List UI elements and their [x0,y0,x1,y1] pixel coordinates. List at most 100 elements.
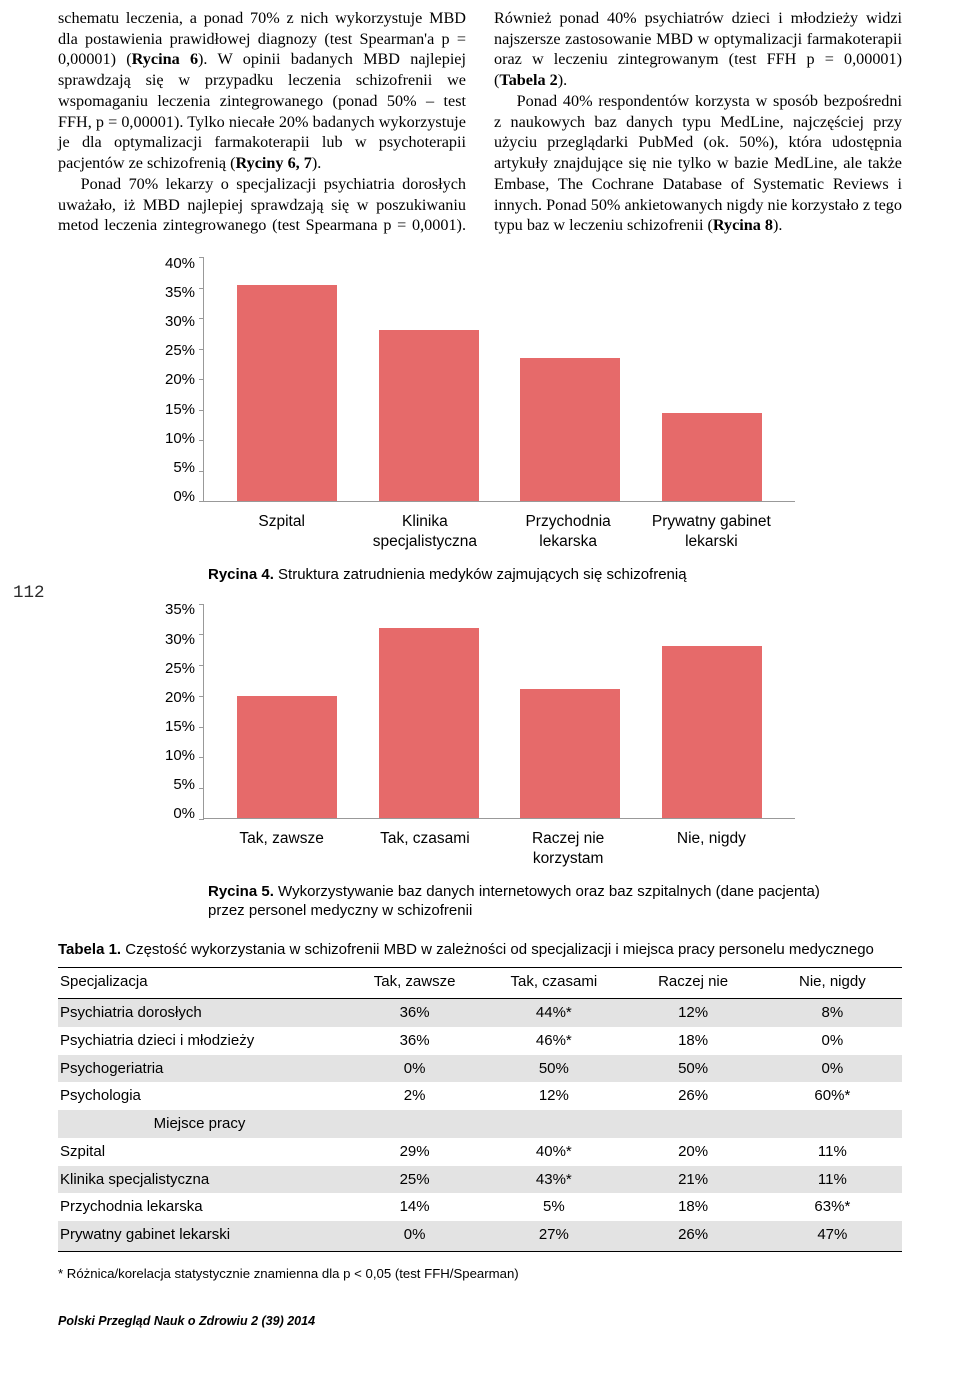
table-cell: 40%* [484,1138,623,1166]
table-cell [484,1110,623,1138]
table-row: Psychiatria dzieci i młodzieży36%46%*18%… [58,1027,902,1055]
paragraph-1: schematu leczenia, a ponad 70% z nich wy… [58,8,466,174]
y-tick-label: 15% [165,717,195,736]
caption-rycina-4: Rycina 4. Struktura zatrudnienia medyków… [208,566,850,585]
data-table: SpecjalizacjaTak, zawszeTak, czasamiRacz… [58,968,902,1251]
table-cell: 20% [623,1138,762,1166]
table-cell: 0% [345,1055,484,1083]
table-cell: 26% [623,1082,762,1110]
y-tick-label: 20% [165,688,195,707]
chart4-x-labels: SzpitalKlinika specjalistycznaPrzychodni… [165,506,795,552]
chart-bar [662,646,762,818]
table-cell: 63%* [763,1193,902,1221]
table-cell: 50% [484,1055,623,1083]
chart5-x-labels: Tak, zawszeTak, czasamiRaczej nie korzys… [165,823,795,869]
table-cell: Psychiatria dzieci i młodzieży [58,1027,345,1055]
y-tick-label: 35% [165,283,195,302]
chart-bar [520,689,620,818]
table-cell: 43%* [484,1166,623,1194]
table-cell: Psychiatria dorosłych [58,999,345,1027]
caption-text: Struktura zatrudnienia medyków zajmujący… [274,566,687,583]
table-cell: 14% [345,1193,484,1221]
table-cell: 46%* [484,1027,623,1055]
table-cell: Szpital [58,1138,345,1166]
table-header-cell: Nie, nigdy [763,968,902,998]
chart4-y-axis: 40%35%30%25%20%15%10%5%0% [165,254,203,506]
table-cell [623,1110,762,1138]
x-tick-label: Raczej nie korzystam [508,829,628,869]
table-header-cell: Raczej nie [623,968,762,998]
chart-rycina-5: 35%30%25%20%15%10%5%0% Tak, zawszeTak, c… [58,604,902,869]
text: ). [773,216,782,234]
table-row: Miejsce pracy [58,1110,902,1138]
body-text: schematu leczenia, a ponad 70% z nich wy… [58,8,902,236]
table-cell: 50% [623,1055,762,1083]
x-tick-label: Szpital [222,512,342,552]
page-number: 112 [13,582,45,604]
x-tick-label: Klinika specjalistyczna [365,512,485,552]
table-cell: 60%* [763,1082,902,1110]
table-cell: 11% [763,1138,902,1166]
chart-bar [237,285,337,502]
table-cell: 21% [623,1166,762,1194]
y-tick-label: 10% [165,429,195,448]
chart-bar [379,330,479,501]
table-cell: 8% [763,999,902,1027]
paragraph-3: Ponad 40% respondentów korzysta w sposób… [494,91,902,236]
caption-text: Częstość wykorzystania w schizofrenii MB… [121,941,874,958]
y-tick-label: 40% [165,254,195,273]
y-tick-label: 10% [165,746,195,765]
y-tick-label: 5% [173,458,195,477]
ref-rycina-8: Rycina 8 [713,216,773,234]
table-cell: Prywatny gabinet lekarski [58,1221,345,1251]
caption-tabela-1: Tabela 1. Częstość wykorzystania w schiz… [58,941,902,960]
table-cell: 27% [484,1221,623,1251]
table-header-cell: Tak, czasami [484,968,623,998]
table-cell: 11% [763,1166,902,1194]
table-cell: 12% [623,999,762,1027]
table-cell: 25% [345,1166,484,1194]
caption-label: Tabela 1. [58,941,121,958]
chart-bar [379,628,479,818]
text: ). [312,154,321,172]
table-row: Prywatny gabinet lekarski0%27%26%47% [58,1221,902,1251]
table-header-cell: Tak, zawsze [345,968,484,998]
table-cell: 5% [484,1193,623,1221]
y-tick-label: 0% [173,487,195,506]
table-cell: Klinika specjalistyczna [58,1166,345,1194]
chart5-y-axis: 35%30%25%20%15%10%5%0% [165,600,203,823]
table-row: Szpital29%40%*20%11% [58,1138,902,1166]
table-cell: 26% [623,1221,762,1251]
x-tick-label: Prywatny gabinet lekarski [651,512,771,552]
chart-bar [237,696,337,819]
table-cell: 44%* [484,999,623,1027]
table-cell: 0% [345,1221,484,1251]
x-tick-label: Tak, zawsze [222,829,342,869]
table-row: Klinika specjalistyczna25%43%*21%11% [58,1166,902,1194]
chart-bar [520,358,620,501]
table-header-row: SpecjalizacjaTak, zawszeTak, czasamiRacz… [58,968,902,998]
y-tick-label: 25% [165,659,195,678]
table-cell: Miejsce pracy [58,1110,345,1138]
journal-footer: Polski Przegląd Nauk o Zdrowiu 2 (39) 20… [58,1313,902,1329]
ref-tabela-2: Tabela 2 [499,71,557,89]
table-cell [763,1110,902,1138]
ref-ryciny-6-7: Ryciny 6, 7 [236,154,312,172]
table-cell: 29% [345,1138,484,1166]
table-cell: 36% [345,1027,484,1055]
table-cell: 0% [763,1027,902,1055]
text: ). [558,71,567,89]
table-cell [345,1110,484,1138]
table-tabela-1: Tabela 1. Częstość wykorzystania w schiz… [58,941,902,1252]
table-cell: 0% [763,1055,902,1083]
table-row: Psychiatria dorosłych36%44%*12%8% [58,999,902,1027]
text: Ponad 40% respondentów korzysta w sposób… [494,92,902,234]
table-cell: 18% [623,1193,762,1221]
table-cell: 36% [345,999,484,1027]
y-tick-label: 0% [173,804,195,823]
table-row: Przychodnia lekarska14%5%18%63%* [58,1193,902,1221]
table-row: Psychologia2%12%26%60%* [58,1082,902,1110]
caption-label: Rycina 4. [208,566,274,583]
chart4-bars [204,258,795,501]
table-header-cell: Specjalizacja [58,968,345,998]
